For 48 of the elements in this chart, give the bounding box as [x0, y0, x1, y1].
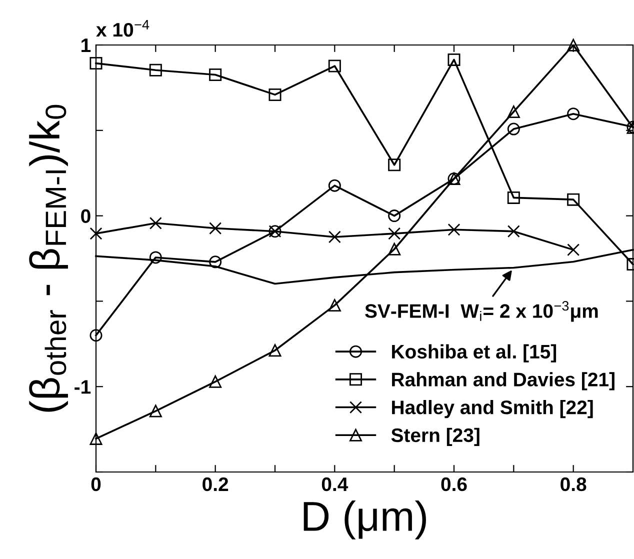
point [90, 432, 102, 445]
text: x 10$^{−4}$ [96, 20, 150, 37]
x-tick-label: 0.6 [441, 477, 467, 492]
x-tick-label: 0.8 [560, 477, 586, 492]
point [388, 210, 401, 222]
point [90, 227, 102, 240]
point [209, 68, 222, 81]
point [149, 251, 162, 264]
point [567, 108, 580, 120]
x-axis-title: D (μm) [304, 500, 426, 540]
y-tick-label: 1 [82, 38, 91, 52]
point [328, 179, 341, 192]
x-tick-label: 0 [91, 477, 101, 492]
point [388, 158, 401, 172]
point [149, 216, 162, 230]
point [209, 222, 222, 235]
point [507, 225, 520, 238]
point [328, 230, 341, 244]
point [268, 88, 282, 101]
y-axis-title: (β$_{other}$ - β$_{FEM-I}$)/k$_{0}$ [29, 104, 68, 412]
legend-label: Stern [23] [391, 428, 480, 446]
point [149, 64, 162, 76]
point [268, 344, 282, 357]
annotation: SV-FEM-I W$_{i}$= 2 x 10$^{−3}$μm [365, 301, 598, 322]
point [448, 53, 460, 66]
point [209, 256, 222, 268]
point [388, 242, 401, 256]
point [209, 375, 222, 388]
y-tick-label: 0 [81, 209, 90, 224]
point [507, 106, 520, 118]
point [328, 60, 341, 72]
legend-label: Rahman and Davies [21] [392, 372, 614, 390]
x-tick-label: 0.4 [322, 477, 348, 492]
point [388, 227, 401, 240]
point [149, 404, 162, 418]
x-tick-label: 0.2 [202, 477, 228, 492]
point [567, 193, 580, 206]
point [507, 122, 520, 136]
point [567, 244, 580, 256]
point [567, 38, 580, 52]
legend-label: Hadley and Smith [22] [392, 400, 593, 418]
legend-label: Koshiba et al. [15] [392, 344, 556, 362]
point [448, 223, 460, 236]
point [90, 57, 102, 70]
y-tick-label: -1 [74, 380, 91, 394]
point [90, 329, 102, 342]
point [507, 191, 520, 204]
point [328, 299, 341, 312]
